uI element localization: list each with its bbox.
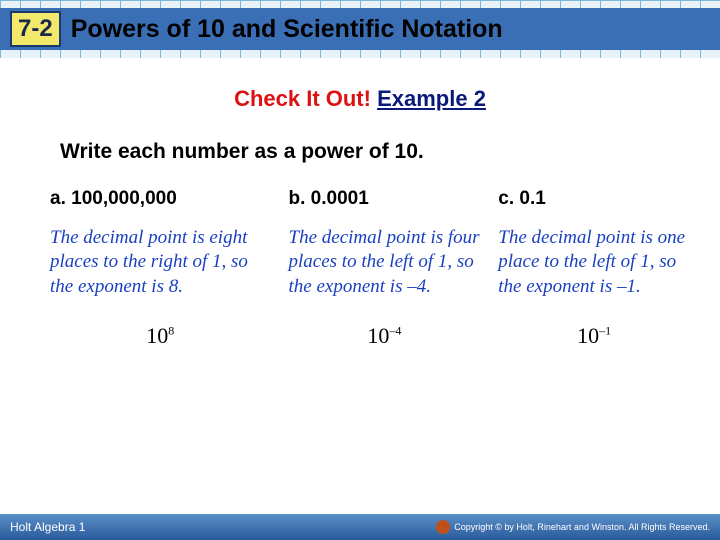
answer-base: 10 — [367, 323, 389, 348]
problem-a-answer: 108 — [50, 323, 271, 349]
footer-left-text: Holt Algebra 1 — [10, 520, 85, 534]
problem-a-label: a. 100,000,000 — [50, 188, 271, 210]
answer-exp: 8 — [168, 324, 174, 338]
problem-a: a. 100,000,000 The decimal point is eigh… — [50, 188, 271, 349]
answer-exp: –1 — [599, 324, 611, 338]
header-title: Powers of 10 and Scientific Notation — [71, 15, 503, 44]
copyright-text: Copyright © by Holt, Rinehart and Winsto… — [454, 522, 710, 532]
check-blue-text: Example 2 — [377, 86, 486, 111]
problem-columns: a. 100,000,000 The decimal point is eigh… — [50, 188, 690, 349]
problem-b: b. 0.0001 The decimal point is four plac… — [289, 188, 481, 349]
problem-c-answer: 10–1 — [498, 323, 690, 349]
instruction-text: Write each number as a power of 10. — [60, 140, 690, 164]
check-red-text: Check It Out! — [234, 86, 371, 111]
problem-c-label: c. 0.1 — [498, 188, 690, 210]
problem-b-answer: 10–4 — [289, 323, 481, 349]
answer-exp: –4 — [389, 324, 401, 338]
header-bar: 7-2 Powers of 10 and Scientific Notation — [0, 8, 720, 50]
footer-bar: Holt Algebra 1 Copyright © by Holt, Rine… — [0, 514, 720, 540]
section-number-box: 7-2 — [10, 11, 61, 47]
answer-base: 10 — [146, 323, 168, 348]
owl-icon — [436, 520, 450, 534]
problem-c-explain: The decimal point is one place to the le… — [498, 226, 690, 299]
slide-content: Check It Out! Example 2 Write each numbe… — [0, 70, 720, 510]
problem-b-label: b. 0.0001 — [289, 188, 481, 210]
answer-base: 10 — [577, 323, 599, 348]
footer-right: Copyright © by Holt, Rinehart and Winsto… — [436, 520, 710, 534]
check-it-out-title: Check It Out! Example 2 — [30, 86, 690, 112]
problem-c: c. 0.1 The decimal point is one place to… — [498, 188, 690, 349]
problem-a-explain: The decimal point is eight places to the… — [50, 226, 271, 299]
problem-b-explain: The decimal point is four places to the … — [289, 226, 481, 299]
